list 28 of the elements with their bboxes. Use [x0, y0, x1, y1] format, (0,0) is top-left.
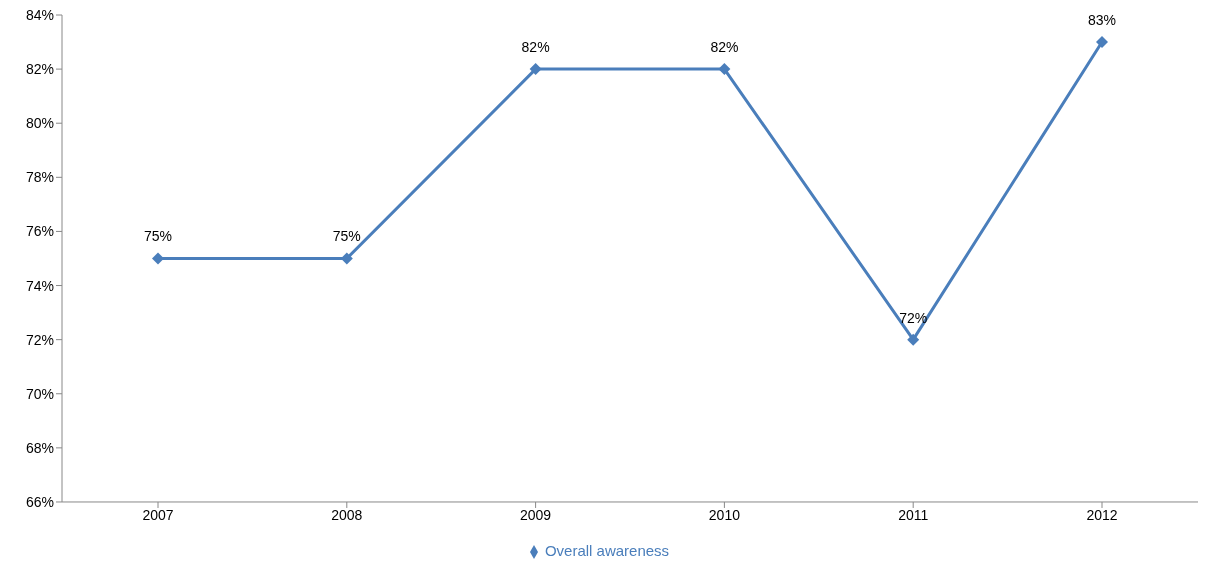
data-label: 75% [332, 228, 361, 245]
x-tick-label: 2010 [708, 506, 741, 523]
y-tick-label: 84% [25, 6, 54, 23]
x-tick-label: 2008 [331, 506, 363, 523]
x-tick-label: 2011 [898, 506, 929, 523]
data-label: 72% [899, 309, 928, 326]
data-label: 83% [1087, 12, 1117, 29]
y-tick-label: 68% [25, 439, 54, 456]
y-tick-label: 66% [25, 493, 54, 510]
x-tick-label: 2009 [520, 506, 552, 523]
y-tick-label: 76% [25, 223, 54, 240]
point [907, 333, 920, 346]
data-label: 82% [521, 39, 550, 56]
x-tick-label: 2012 [1086, 506, 1118, 523]
point [718, 63, 731, 76]
point [152, 252, 164, 265]
point [1096, 36, 1108, 49]
legend-label: Overall awareness [544, 541, 670, 559]
y-tick-label: 72% [25, 331, 54, 348]
y-tick-label: 80% [25, 115, 54, 132]
y-tick-label: 70% [25, 385, 54, 402]
y-tick-label: 74% [25, 277, 54, 294]
data-label: 75% [143, 228, 173, 245]
point [529, 63, 542, 76]
x-tick-label: 2007 [142, 506, 174, 523]
y-tick-label: 82% [25, 61, 54, 78]
y-tick-label: 78% [25, 169, 54, 186]
data-label: 82% [710, 39, 739, 56]
